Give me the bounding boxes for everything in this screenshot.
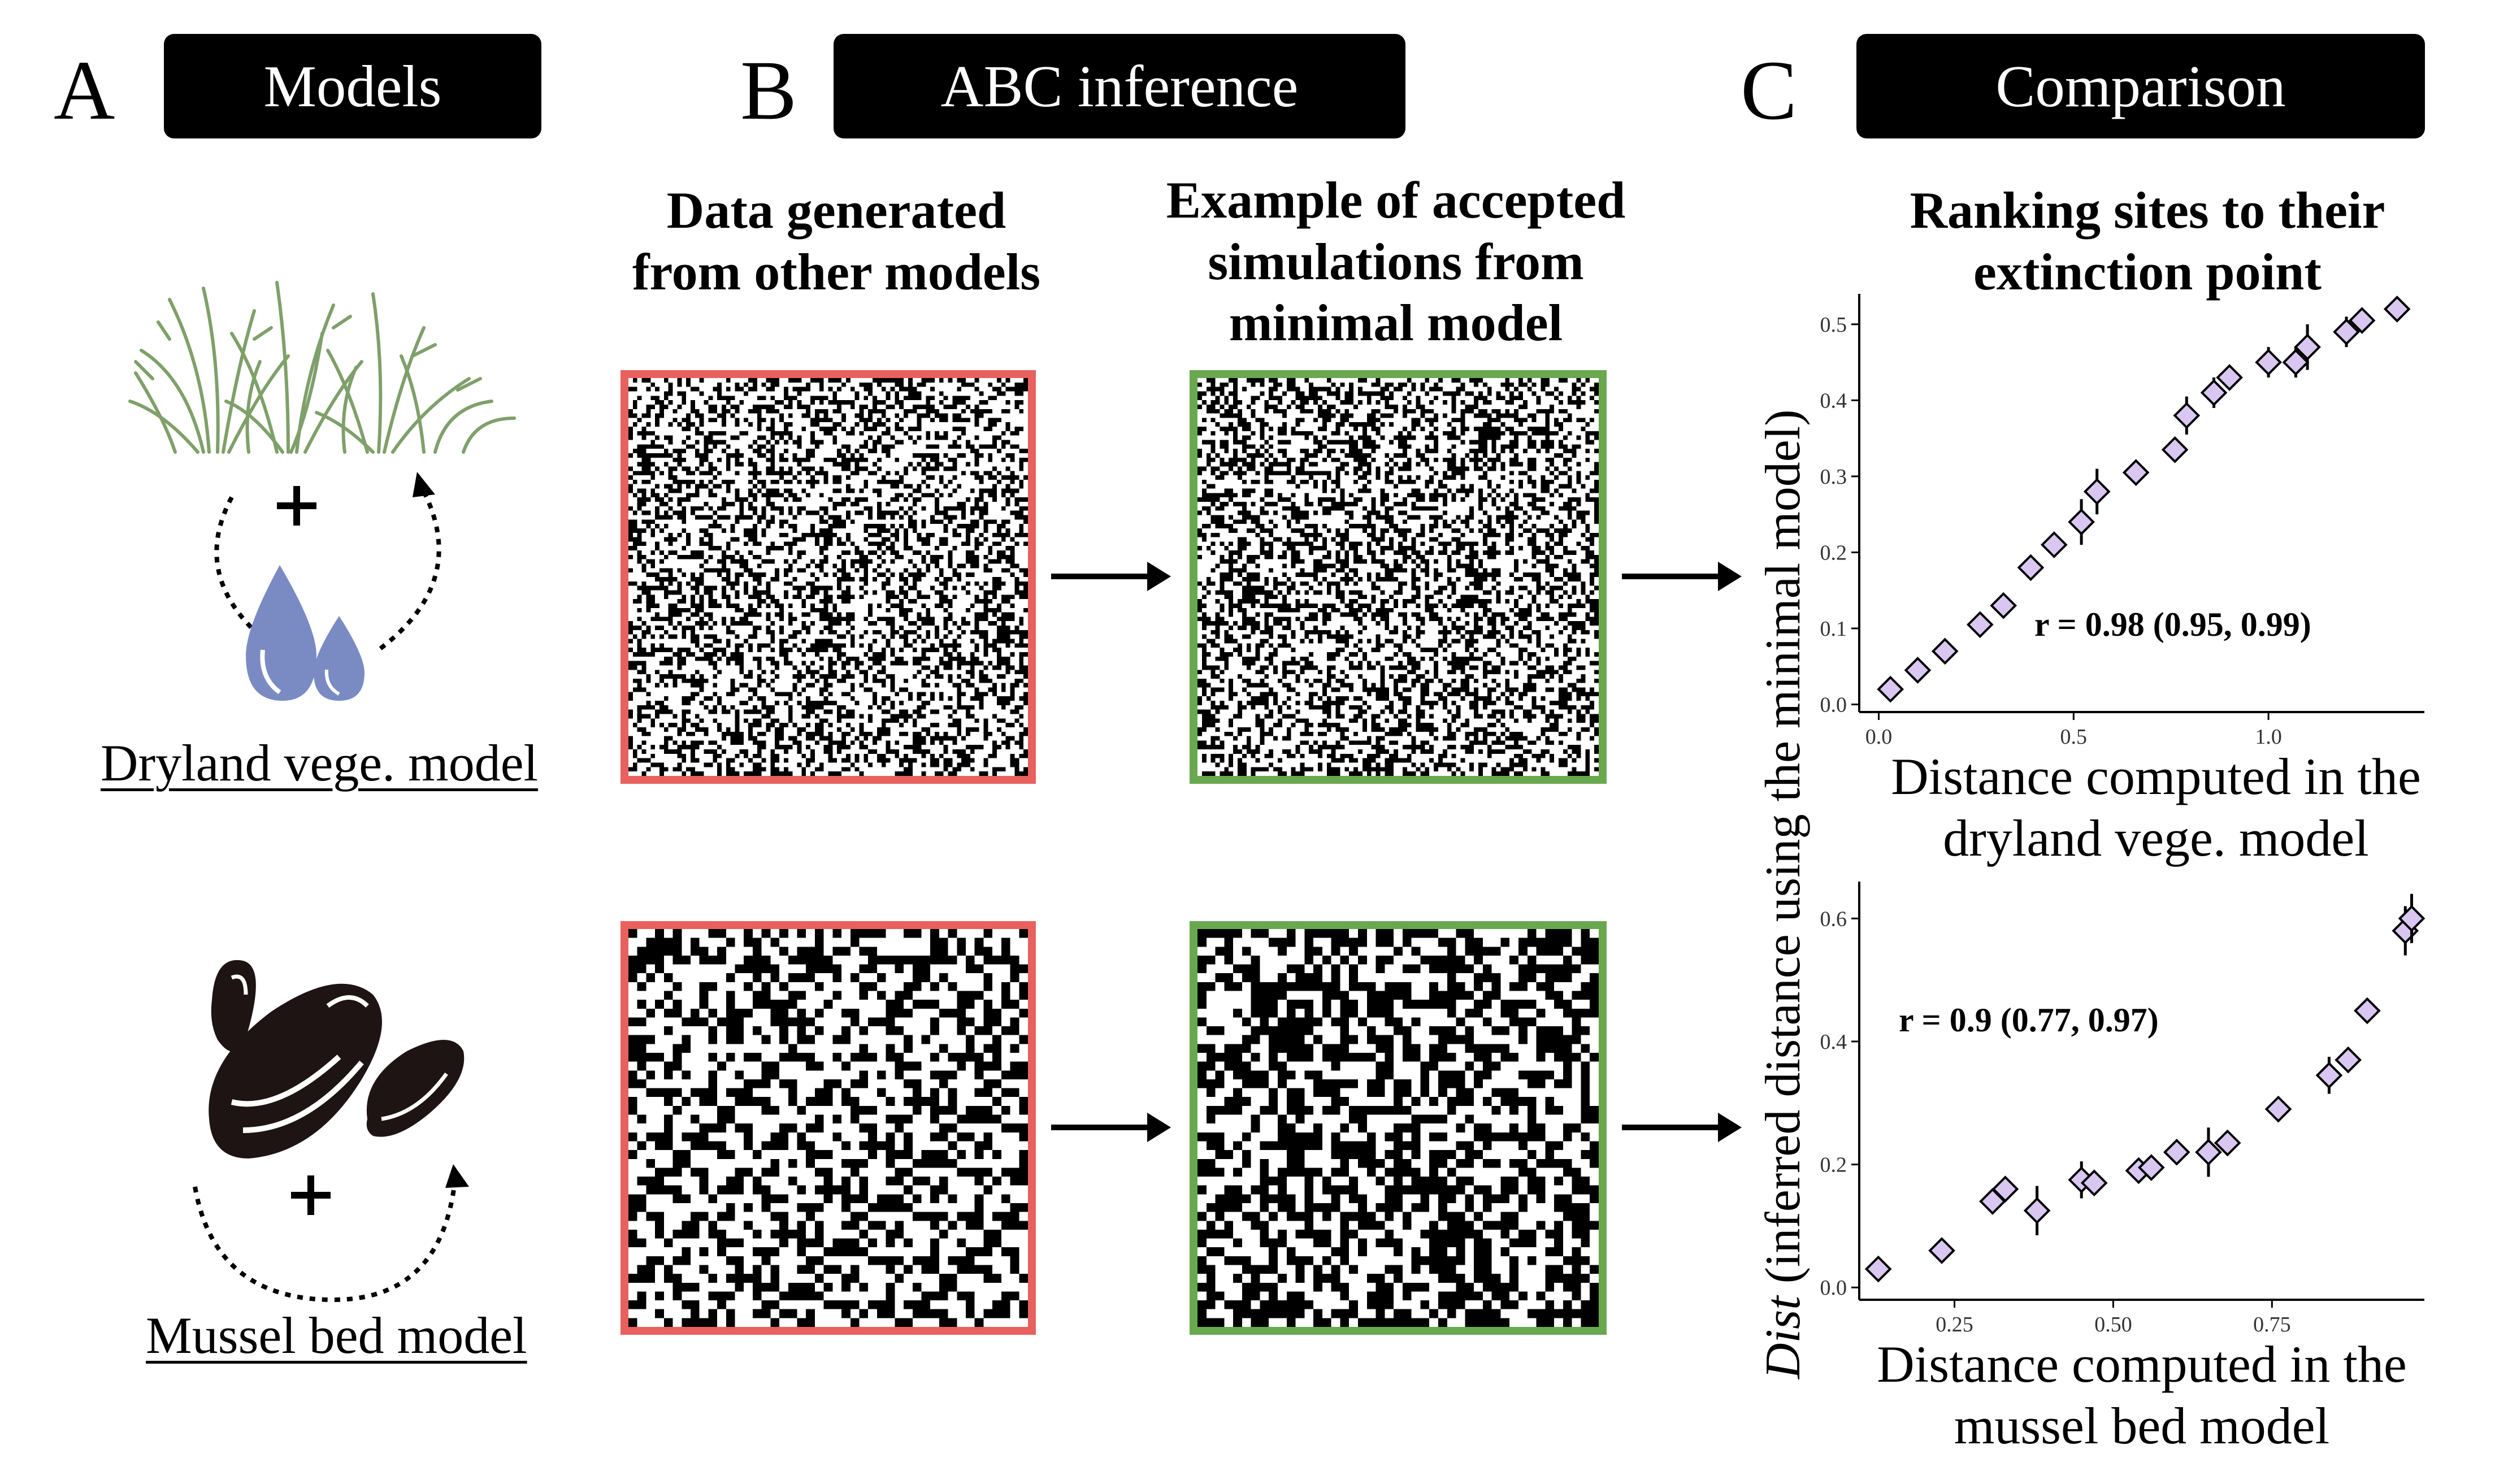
data-point: [2083, 478, 2111, 505]
data-point: [2335, 1046, 2362, 1074]
x-tick-label: 0.75: [2253, 1313, 2291, 1334]
correlation-annotation: r = 0.9 (0.77, 0.97): [1899, 1001, 2159, 1039]
ranking-heading: Ranking sites to their extinction point: [1848, 180, 2447, 302]
data-point: [1990, 592, 2017, 619]
data-point: [2040, 531, 2068, 558]
data-point: [2398, 905, 2425, 932]
y-tick-label: 0.4: [1820, 389, 1847, 413]
mussel-data-lattice: [621, 921, 1036, 1335]
data-point: [2214, 1129, 2241, 1157]
data-point: [2216, 364, 2244, 391]
heading-line: Ranking sites to their: [1910, 181, 2385, 239]
x-tick-label: 1.0: [2255, 725, 2282, 746]
data-point: [1864, 1255, 1892, 1283]
y-tick-label: 0.4: [1820, 1030, 1847, 1054]
x-tick-label: 0.0: [1865, 725, 1893, 746]
data-point: [2161, 436, 2189, 463]
y-tick-label: 0.0: [1820, 693, 1847, 717]
y-tick-label: 0.0: [1820, 1276, 1847, 1300]
dryland-scatter-plot: 0.0 0.1 0.2 0.3 0.4 0.5 0.0 0.5 1.0 r = 0.98 (0.9…: [1820, 294, 2424, 746]
data-point: [2138, 1154, 2165, 1181]
accepted-simulations-heading: Example of accepted simulations from min…: [1125, 170, 1667, 354]
data-point: [2282, 349, 2310, 376]
heading-line: minimal model: [1229, 294, 1563, 352]
data-point: [2383, 296, 2411, 323]
panel-letter-b: B: [740, 44, 797, 137]
mussel-x-axis-title: Distance computed in the mussel bed mode…: [1877, 1335, 2407, 1455]
x-tick-label: 0.50: [2094, 1313, 2132, 1334]
grass-icon: [128, 281, 516, 454]
data-point: [2068, 508, 2095, 536]
heading-line: Example of accepted: [1166, 171, 1626, 229]
y-tick-label: 0.2: [1820, 1153, 1847, 1177]
panel-letter-c: C: [1741, 44, 1798, 137]
dryland-model-caption: Dryland vege. model: [101, 734, 539, 792]
y-tick-label: 0.6: [1820, 907, 1847, 931]
dotted-cycle-arrow: [214, 491, 441, 652]
data-point: [2354, 997, 2381, 1025]
data-point: [2122, 459, 2150, 487]
heading-line: extinction point: [1973, 242, 2322, 301]
y-tick-label: 0.3: [1820, 465, 1847, 489]
dryland-simulation-lattice: [1190, 370, 1607, 784]
heading-line: Data generated: [666, 181, 1006, 239]
x-tick-label: 0.25: [1936, 1313, 1973, 1334]
y-tick-label: 0.1: [1820, 617, 1847, 641]
water-drops-icon: [246, 565, 365, 701]
data-generated-heading: Data generated from other models: [599, 180, 1074, 302]
arrow-icon: [1622, 1113, 1742, 1142]
data-point: [1931, 637, 1959, 665]
arrow-icon: [1051, 562, 1171, 591]
data-point: [2255, 349, 2282, 376]
panel-title-abc-inference: ABC inference: [834, 34, 1405, 138]
dryland-data-lattice: [621, 370, 1036, 784]
grass-water-illustration: [128, 281, 516, 701]
heading-line: from other models: [632, 242, 1041, 301]
data-point: [2294, 333, 2321, 361]
data-point: [2163, 1138, 2190, 1166]
data-point: [2315, 1061, 2343, 1089]
dryland-x-axis-title: Distance computed in the dryland vege. m…: [1891, 748, 2421, 867]
mussel-scatter-plot: 0.0 0.2 0.4 0.6 0.25 0.50 0.75 r = 0.9 (0.77, 0…: [1820, 882, 2425, 1334]
arrow-icon: [1051, 1113, 1171, 1142]
data-point: [1904, 657, 1932, 684]
panel-title-models: Models: [164, 34, 541, 138]
arrow-icon: [1622, 562, 1742, 591]
dotted-cycle-arrow: [193, 1181, 457, 1303]
data-point: [2017, 554, 2045, 582]
plus-icon: [277, 486, 316, 526]
data-point: [1966, 611, 1994, 639]
mussel-icon: [209, 960, 465, 1158]
mussel-simulation-lattice: [1190, 921, 1607, 1335]
data-point: [2080, 1169, 2108, 1197]
data-point: [1877, 675, 1904, 703]
y-tick-label: 0.2: [1820, 541, 1847, 565]
plus-icon: [291, 1175, 331, 1215]
x-tick-label: 0.5: [2060, 725, 2088, 746]
mussel-model-caption: Mussel bed model: [146, 1307, 527, 1364]
panel-title-comparison: Comparison: [1856, 34, 2425, 138]
data-point: [2195, 1138, 2222, 1166]
data-point: [1991, 1175, 2019, 1203]
data-point: [1928, 1237, 1955, 1264]
heading-line: simulations from: [1208, 232, 1584, 290]
data-point: [2200, 379, 2228, 406]
data-point: [2333, 318, 2360, 346]
panel-letter-a: A: [54, 44, 115, 137]
data-point: [2264, 1095, 2292, 1123]
y-tick-label: 0.5: [1820, 313, 1847, 337]
correlation-annotation: r = 0.98 (0.95, 0.99): [2034, 606, 2311, 643]
data-point: [2173, 402, 2201, 429]
data-point: [2348, 307, 2376, 334]
mussel-illustration: [193, 960, 469, 1303]
data-point: [2023, 1197, 2051, 1225]
